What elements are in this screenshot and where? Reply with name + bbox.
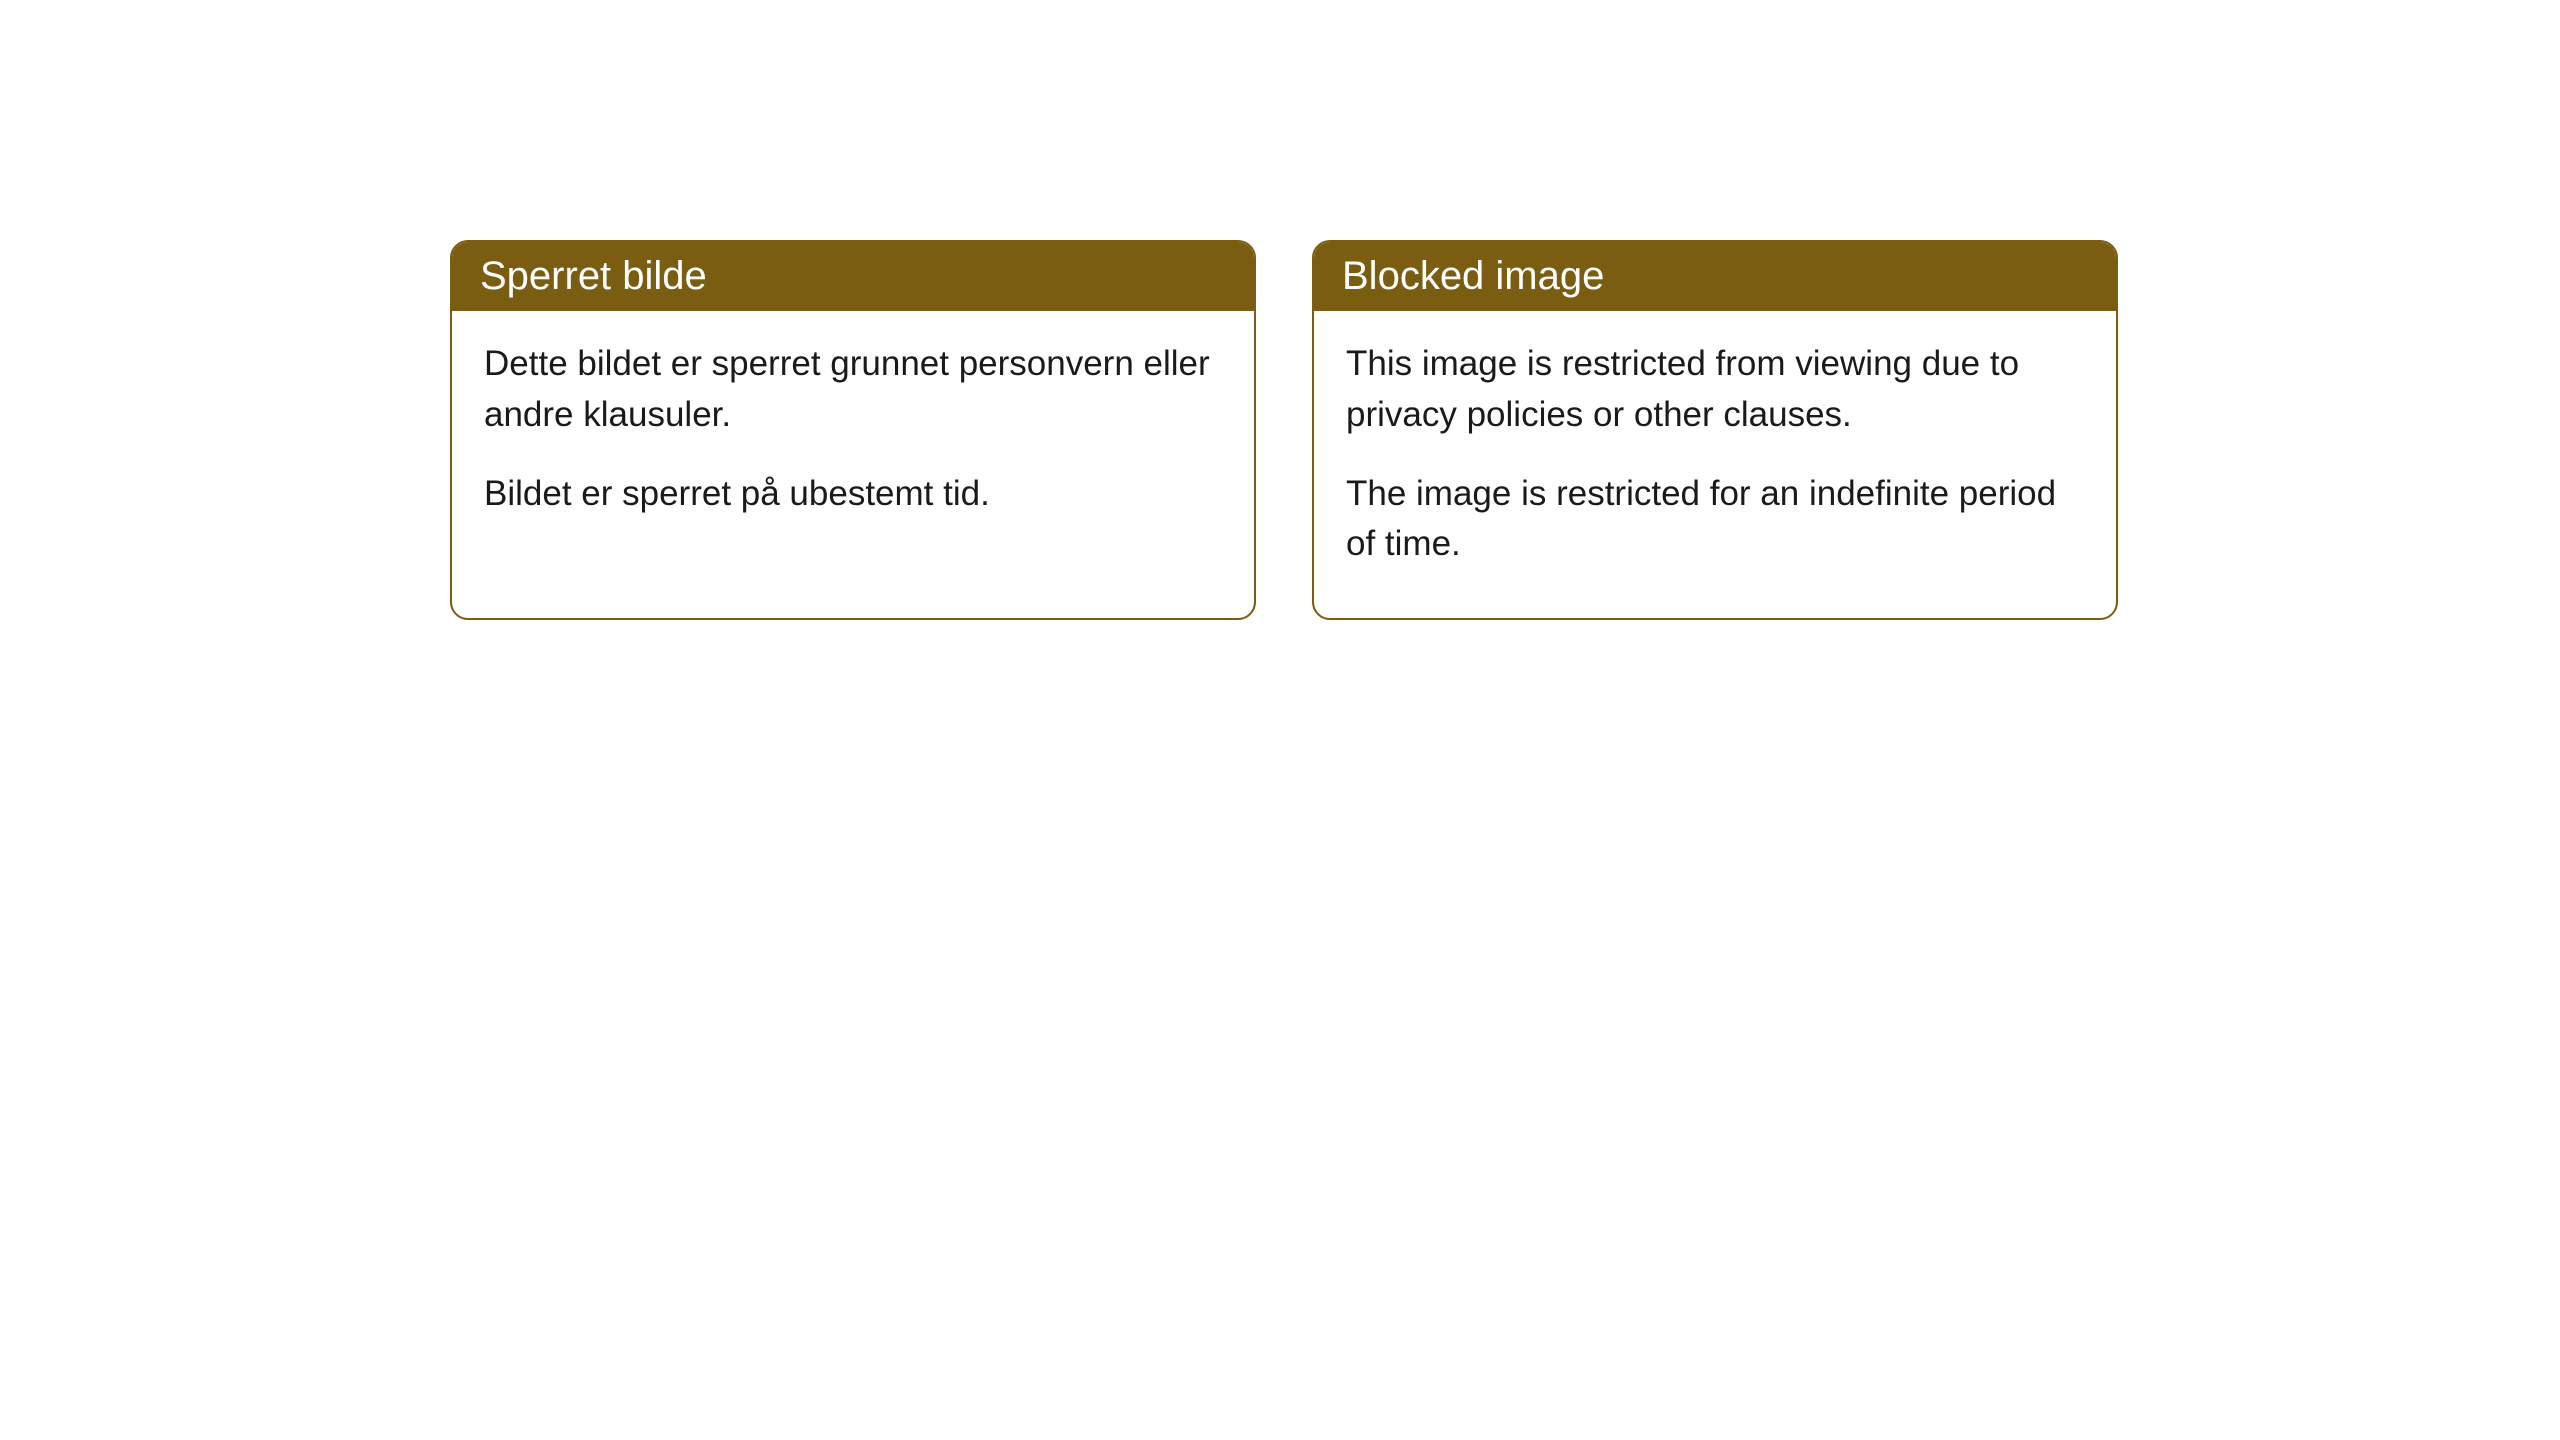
card-paragraph: This image is restricted from viewing du… (1346, 339, 2084, 441)
notice-cards-container: Sperret bilde Dette bildet er sperret gr… (450, 240, 2118, 620)
card-header: Sperret bilde (452, 242, 1254, 311)
card-paragraph: Bildet er sperret på ubestemt tid. (484, 469, 1222, 520)
card-title: Sperret bilde (480, 254, 707, 298)
card-header: Blocked image (1314, 242, 2116, 311)
card-body: This image is restricted from viewing du… (1314, 311, 2116, 618)
card-body: Dette bildet er sperret grunnet personve… (452, 311, 1254, 567)
notice-card-norwegian: Sperret bilde Dette bildet er sperret gr… (450, 240, 1256, 620)
card-paragraph: The image is restricted for an indefinit… (1346, 469, 2084, 571)
card-paragraph: Dette bildet er sperret grunnet personve… (484, 339, 1222, 441)
card-title: Blocked image (1342, 254, 1604, 298)
notice-card-english: Blocked image This image is restricted f… (1312, 240, 2118, 620)
